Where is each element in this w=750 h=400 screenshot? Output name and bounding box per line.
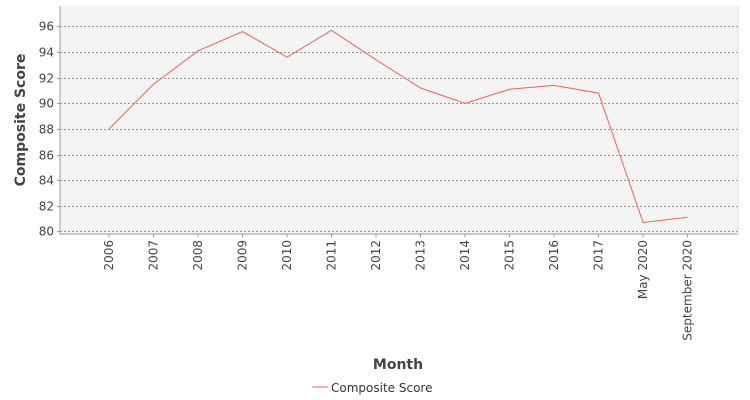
data-point — [108, 127, 111, 130]
data-point — [553, 84, 556, 87]
data-point — [419, 86, 422, 89]
y-tick-labels: 80 82 84 86 88 90 92 94 96 — [39, 20, 60, 239]
y-tick-label: 80 — [39, 225, 54, 239]
x-tick-label: 2015 — [503, 240, 517, 271]
x-tick-label: 2017 — [592, 240, 606, 271]
x-axis-title: Month — [373, 357, 423, 373]
data-point — [286, 56, 289, 59]
data-point — [152, 83, 155, 86]
y-tick-label: 90 — [39, 97, 54, 111]
x-tick-label: 2006 — [102, 240, 116, 271]
y-tick-label: 92 — [39, 72, 54, 86]
y-tick-label: 96 — [39, 20, 54, 34]
y-tick-label: 82 — [39, 200, 54, 214]
data-point — [375, 58, 378, 61]
x-tick-label: 2012 — [369, 240, 383, 271]
x-tick-label: September 2020 — [681, 240, 695, 341]
plot-background — [60, 6, 738, 234]
y-tick-label: 88 — [39, 123, 54, 137]
series-line — [108, 29, 688, 224]
data-point — [464, 102, 467, 105]
data-point — [508, 88, 511, 91]
y-axis-title: Composite Score — [13, 54, 29, 187]
x-tick-label: 2013 — [414, 240, 428, 271]
x-tick-label: 2014 — [458, 240, 472, 271]
data-point — [642, 221, 645, 224]
x-tick-labels: 2006 2007 2008 2009 2010 2011 2012 2013 2014 2015… — [102, 234, 695, 341]
x-tick-label: 2007 — [147, 240, 161, 271]
data-point — [686, 216, 689, 219]
axes — [59, 6, 739, 235]
grid-lines — [60, 26, 738, 232]
x-tick-label: 2009 — [236, 240, 250, 271]
y-tick-label: 94 — [39, 46, 54, 60]
data-point — [241, 30, 244, 33]
data-point — [597, 92, 600, 95]
legend: Composite Score — [312, 381, 432, 395]
y-tick-label: 84 — [39, 174, 54, 188]
data-point — [197, 49, 200, 52]
x-tick-label: 2008 — [191, 240, 205, 271]
legend-label: Composite Score — [331, 381, 432, 395]
y-tick-label: 86 — [39, 149, 54, 163]
x-tick-label: 2011 — [325, 240, 339, 271]
series-layer — [108, 29, 689, 224]
data-point — [330, 29, 333, 32]
x-tick-label: 2016 — [547, 240, 561, 271]
x-tick-label: May 2020 — [636, 240, 650, 299]
x-tick-label: 2010 — [280, 240, 294, 271]
